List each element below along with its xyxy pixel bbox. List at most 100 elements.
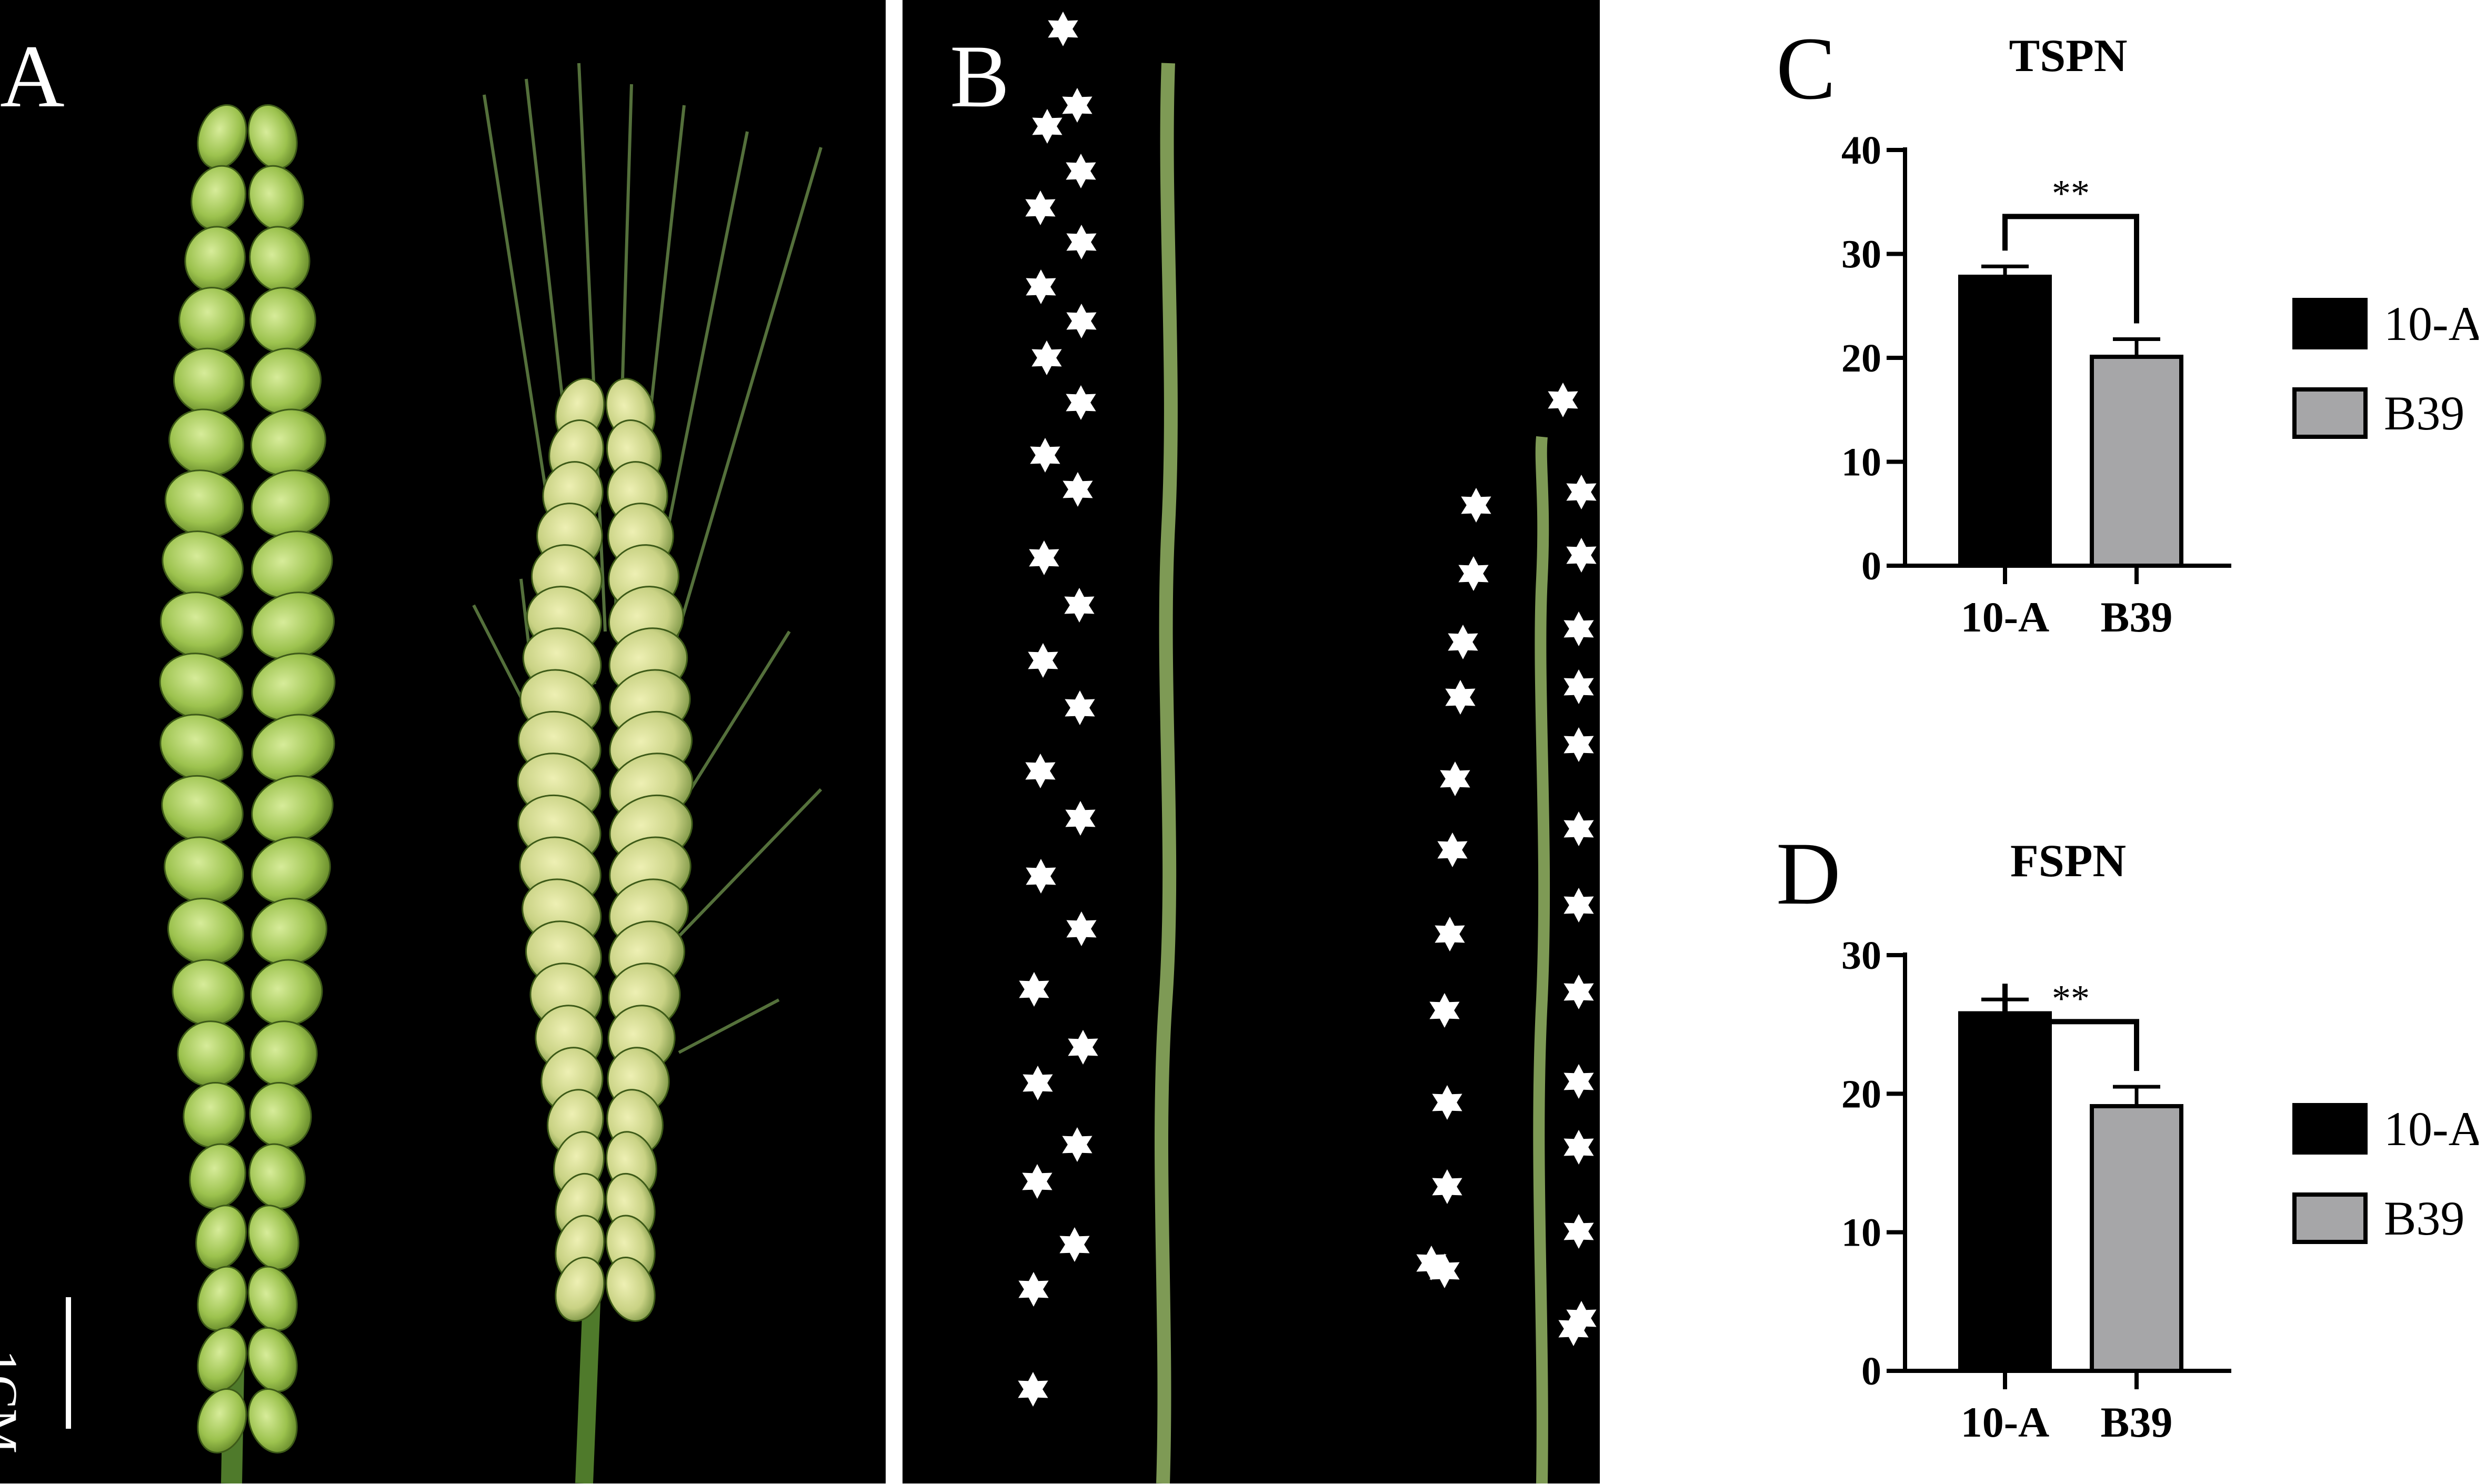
fspn-x-tick-label: B39	[2101, 1398, 2173, 1446]
scale-bar-label: 1CM	[0, 1350, 28, 1454]
spikelet-star	[1566, 475, 1597, 509]
spikelet-star	[1461, 488, 1491, 523]
spikelet-star	[1563, 611, 1594, 646]
panel-label-c: C	[1776, 19, 1836, 118]
spikelet-star	[1458, 556, 1489, 591]
spikelet-star	[1548, 383, 1578, 417]
spikelet-star	[1019, 972, 1049, 1007]
left-spike-spikelet	[197, 1327, 247, 1392]
tspn-bar-10a	[1958, 274, 2052, 568]
tspn-legend-swatch	[2292, 387, 2368, 439]
spikelet-star	[1026, 269, 1056, 304]
spikelet-star	[1022, 1164, 1052, 1199]
spikelet-star	[1563, 888, 1594, 923]
left-spike-spikelet	[197, 104, 247, 170]
fspn-chart-title: FSPN	[2010, 836, 2126, 887]
spikelet-star	[1062, 472, 1093, 507]
spikelet-star	[1440, 761, 1470, 796]
spikelet-star	[1066, 304, 1097, 338]
tspn-y-tick-label: 30	[1841, 233, 1881, 277]
panel-a-photo: A 1CM	[0, 0, 886, 1483]
spikelet-star	[1563, 1214, 1594, 1249]
fspn-x-tick-label: 10-A	[1961, 1398, 2050, 1446]
spikelet-star	[1018, 1272, 1049, 1307]
spikelet-star	[1029, 540, 1059, 575]
left-spike-spikelet	[189, 1143, 246, 1209]
tspn-bar-b39	[2090, 355, 2183, 568]
spikelet-star	[1563, 975, 1594, 1009]
left-spike-spikelet	[249, 1081, 312, 1149]
spikelet-star	[1028, 643, 1058, 678]
spikelet-star	[1030, 438, 1060, 473]
spikelet-star	[1437, 833, 1468, 867]
panel-b-photo: B	[903, 0, 1600, 1483]
spikelet-star	[1563, 1064, 1594, 1099]
spikelet-star	[1066, 225, 1097, 259]
spikelet-star	[1066, 154, 1096, 188]
left-spike-spikelet	[249, 1020, 318, 1088]
fspn-legend-swatch	[2292, 1192, 2368, 1244]
spikelet-star	[1445, 680, 1476, 715]
panel-label-b: B	[950, 27, 1010, 126]
spikelet-star	[1566, 538, 1597, 573]
spikelet-star	[1025, 190, 1056, 225]
spikelet-star	[1432, 1085, 1462, 1120]
spikelet-star	[1563, 669, 1594, 704]
tspn-y-tick-label: 10	[1841, 440, 1881, 485]
spikelet-star	[1066, 911, 1097, 946]
spikelet-star	[1558, 1311, 1589, 1346]
fspn-y-tick-label: 0	[1861, 1349, 1881, 1393]
tspn-legend-swatch	[2292, 298, 2368, 349]
left-spike-spikelet	[248, 1143, 306, 1209]
left-spike-spikelet	[191, 165, 247, 231]
left-spike-spikelet	[247, 1205, 299, 1270]
fspn-y-tick-label: 10	[1841, 1211, 1881, 1255]
wheat-spikes-illustration	[66, 63, 823, 1483]
spikelet-star	[1023, 1066, 1053, 1100]
spikelet-star	[1062, 1127, 1092, 1162]
left-wheat-spike	[159, 104, 336, 1454]
right-rachis	[1533, 436, 1550, 1483]
tspn-y-tick-label: 0	[1861, 544, 1881, 588]
fspn-y-tick-label: 30	[1841, 934, 1881, 978]
spikelet-star	[1062, 88, 1092, 123]
left-spike-spikelet	[183, 1081, 246, 1149]
spikelet-star	[1448, 625, 1478, 659]
spikelet-markers	[1018, 12, 1597, 1407]
tspn-x-tick-label: B39	[2101, 593, 2173, 641]
left-spike-spikelet	[247, 104, 298, 170]
tspn-legend-label: B39	[2384, 386, 2464, 440]
spikelet-star	[1416, 1246, 1447, 1280]
left-spike-spikelet	[177, 1020, 245, 1088]
right-spike-spikelet	[555, 1256, 605, 1322]
spikelet-star	[1563, 1130, 1594, 1165]
panel-label-d: D	[1776, 824, 1841, 923]
rachis-illustration	[1018, 12, 1597, 1483]
tspn-legend-label: 10-A	[2384, 297, 2479, 350]
spikelet-star	[1563, 727, 1594, 762]
spikelet-star	[1068, 1030, 1098, 1065]
spikelet-star	[1432, 1169, 1462, 1204]
spikelet-star	[1435, 917, 1465, 951]
spikelet-star	[1065, 801, 1096, 836]
spikelet-star	[1065, 690, 1095, 725]
left-spike-spikelet	[195, 1205, 247, 1270]
spikelet-star	[1048, 12, 1078, 46]
spikelet-star	[1563, 811, 1594, 846]
spikelet-star	[1566, 1301, 1597, 1336]
right-wheat-spike	[517, 377, 694, 1322]
fspn-bar-10a	[1958, 1011, 2052, 1373]
fspn-bar-chart: FSPN 0 10 20 30 10-A B39 ** 10-A B39	[1841, 836, 2479, 1446]
spikelet-star	[1032, 109, 1062, 144]
spikelet-star	[1018, 1372, 1048, 1407]
left-rachis	[1155, 63, 1178, 1483]
fspn-legend-swatch	[2292, 1103, 2368, 1155]
right-spike-spikelet	[605, 1256, 656, 1322]
tspn-significance-bracket	[2002, 214, 2139, 324]
tspn-y-tick-label: 40	[1841, 128, 1881, 173]
fspn-legend-label: 10-A	[2384, 1102, 2479, 1156]
fspn-significance-bracket	[2002, 984, 2139, 1071]
tspn-chart-title: TSPN	[2009, 31, 2128, 82]
spikelet-star	[1026, 859, 1056, 894]
spikelet-star	[1066, 385, 1096, 420]
